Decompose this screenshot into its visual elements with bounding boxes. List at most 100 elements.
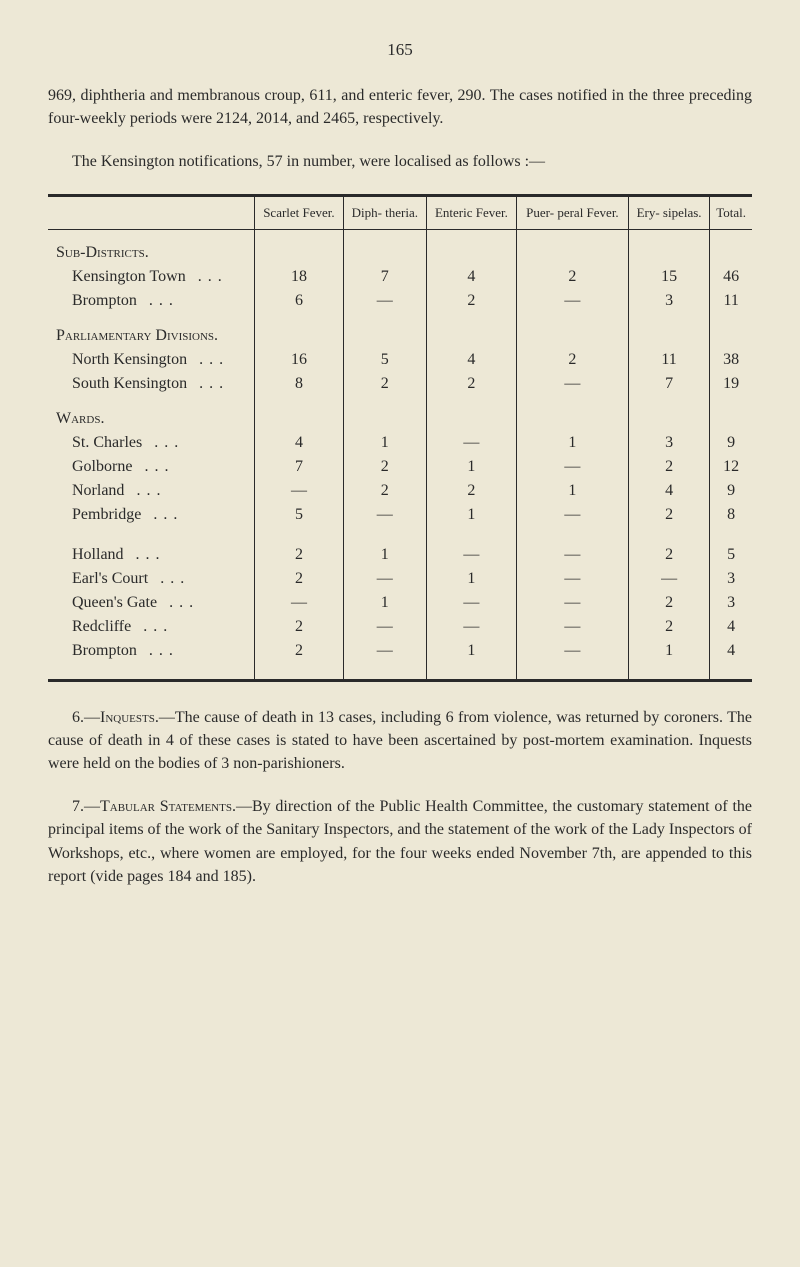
col-diphtheria: Diph- theria. <box>343 195 426 229</box>
table-row: Norland...—22149 <box>48 479 752 503</box>
data-cell: 7 <box>343 265 426 289</box>
data-cell: 7 <box>255 455 344 479</box>
page-number: 165 <box>48 40 752 60</box>
data-cell: 4 <box>710 615 752 639</box>
empty-cell <box>628 527 709 543</box>
row-label: Earl's Court... <box>48 567 255 591</box>
data-cell: 18 <box>255 265 344 289</box>
data-cell: 11 <box>710 289 752 313</box>
empty-cell <box>517 229 629 265</box>
section-header-row: Sub-Districts. <box>48 229 752 265</box>
data-cell: 5 <box>255 503 344 527</box>
row-label: Holland... <box>48 543 255 567</box>
data-cell: 12 <box>710 455 752 479</box>
data-cell: 1 <box>426 503 516 527</box>
data-cell: 8 <box>710 503 752 527</box>
data-cell: 2 <box>628 543 709 567</box>
data-cell: — <box>517 503 629 527</box>
empty-cell <box>710 396 752 431</box>
data-cell: 3 <box>628 431 709 455</box>
data-cell: 1 <box>343 543 426 567</box>
data-cell: 2 <box>517 265 629 289</box>
empty-cell <box>343 313 426 348</box>
table-row: Brompton...2—1—14 <box>48 639 752 663</box>
data-cell: 1 <box>628 639 709 663</box>
data-cell: 3 <box>628 289 709 313</box>
row-label: Golborne... <box>48 455 255 479</box>
para6-prefix: 6.— <box>72 709 100 726</box>
data-cell: 15 <box>628 265 709 289</box>
data-cell: 8 <box>255 372 344 396</box>
data-cell: 1 <box>426 455 516 479</box>
section-header-label: Parliamentary Divisions. <box>48 313 255 348</box>
data-cell: 2 <box>255 543 344 567</box>
data-cell: — <box>517 372 629 396</box>
data-cell: — <box>255 591 344 615</box>
row-label: Brompton... <box>48 289 255 313</box>
data-cell: 4 <box>255 431 344 455</box>
data-cell: 4 <box>426 348 516 372</box>
ellipsis: ... <box>199 375 229 392</box>
col-erysipelas: Ery- sipelas. <box>628 195 709 229</box>
spacer-row <box>48 663 752 681</box>
data-cell: 3 <box>710 591 752 615</box>
table-row: North Kensington...165421138 <box>48 348 752 372</box>
row-label: Kensington Town... <box>48 265 255 289</box>
data-cell: 2 <box>628 455 709 479</box>
data-cell: 6 <box>255 289 344 313</box>
row-label: Brompton... <box>48 639 255 663</box>
data-cell: — <box>517 455 629 479</box>
data-cell: 4 <box>426 265 516 289</box>
data-cell: 2 <box>628 503 709 527</box>
para7-prefix: 7.— <box>72 798 100 815</box>
para6-heading: Inquests. <box>100 709 159 726</box>
data-cell: 1 <box>517 479 629 503</box>
empty-cell <box>710 527 752 543</box>
lead-paragraph: The Kensington notifications, 57 in numb… <box>48 150 752 173</box>
ellipsis: ... <box>143 618 173 635</box>
data-cell: — <box>343 615 426 639</box>
ellipsis: ... <box>149 642 179 659</box>
col-puerperal: Puer- peral Fever. <box>517 195 629 229</box>
data-cell: 2 <box>255 639 344 663</box>
ellipsis: ... <box>136 482 166 499</box>
empty-cell <box>628 663 709 681</box>
data-cell: 2 <box>628 591 709 615</box>
data-cell: 9 <box>710 431 752 455</box>
section-header-label: Sub-Districts. <box>48 229 255 265</box>
empty-cell <box>255 663 344 681</box>
empty-cell <box>628 313 709 348</box>
table-row: Kensington Town...187421546 <box>48 265 752 289</box>
data-cell: — <box>517 591 629 615</box>
empty-cell <box>628 396 709 431</box>
data-cell: — <box>517 615 629 639</box>
empty-cell <box>343 527 426 543</box>
data-cell: 46 <box>710 265 752 289</box>
empty-cell <box>343 663 426 681</box>
data-cell: 2 <box>343 479 426 503</box>
data-cell: — <box>343 503 426 527</box>
data-cell: 16 <box>255 348 344 372</box>
data-cell: 5 <box>710 543 752 567</box>
data-cell: — <box>517 567 629 591</box>
intro-paragraph: 969, diphtheria and membranous croup, 61… <box>48 84 752 130</box>
paragraph-7: 7.—Tabular Statements.—By direction of t… <box>48 795 752 888</box>
table-row: Redcliffe...2———24 <box>48 615 752 639</box>
table-row: Golborne...721—212 <box>48 455 752 479</box>
empty-cell <box>628 229 709 265</box>
row-label: Pembridge... <box>48 503 255 527</box>
col-blank <box>48 195 255 229</box>
row-label: North Kensington... <box>48 348 255 372</box>
empty-cell <box>255 396 344 431</box>
empty-cell <box>48 527 255 543</box>
data-cell: 2 <box>343 455 426 479</box>
empty-cell <box>426 396 516 431</box>
data-cell: 9 <box>710 479 752 503</box>
data-cell: — <box>426 543 516 567</box>
para7-heading: Tabular Statements. <box>100 798 236 815</box>
data-cell: 4 <box>628 479 709 503</box>
data-cell: — <box>517 543 629 567</box>
empty-cell <box>255 313 344 348</box>
ellipsis: ... <box>198 268 228 285</box>
row-label: St. Charles... <box>48 431 255 455</box>
